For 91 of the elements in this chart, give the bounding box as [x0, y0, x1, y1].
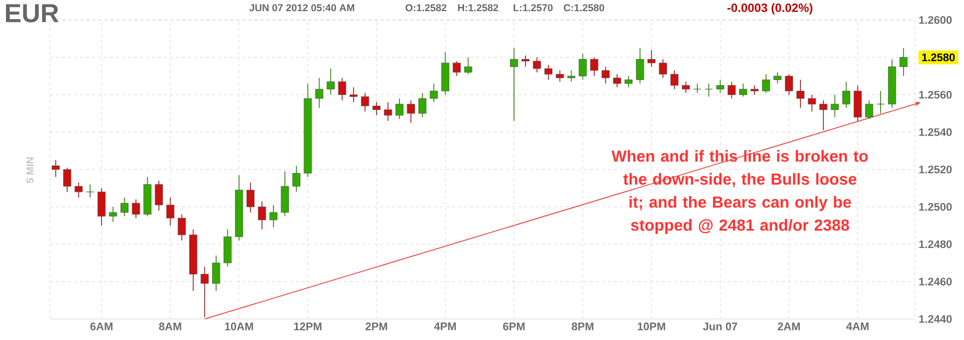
candlestick — [670, 70, 678, 90]
x-tick-label: 10AM — [225, 322, 253, 330]
candlestick — [728, 81, 736, 99]
candlestick — [762, 74, 770, 94]
candlestick — [246, 182, 254, 213]
candlestick — [120, 197, 128, 217]
text: L:1.2570 — [514, 4, 553, 12]
candlestick — [658, 58, 667, 78]
candlestick — [521, 55, 530, 68]
x-tick-label: 6PM — [503, 322, 525, 330]
x-tick-label: 8AM — [159, 322, 182, 330]
candlestick — [819, 100, 828, 131]
candlestick — [63, 167, 72, 192]
x-tick-label: 8PM — [572, 322, 594, 330]
candlestick — [166, 197, 174, 226]
candlestick — [406, 100, 415, 124]
candlestick — [430, 83, 438, 103]
candlestick — [556, 70, 564, 82]
x-tick-label: 2PM — [366, 322, 388, 330]
x-tick-label: 4PM — [434, 322, 456, 330]
text: C:1.2580 — [564, 4, 604, 12]
candlestick — [326, 68, 335, 96]
candlestick — [418, 92, 426, 118]
candlestick — [384, 102, 392, 122]
x-tick-label: 12PM — [294, 322, 322, 330]
y-tick-label: 1.2460 — [919, 278, 952, 286]
text: O:1.2582 — [406, 4, 446, 12]
candlestick — [292, 165, 300, 192]
candlestick — [613, 74, 622, 88]
y-tick-label: 1.2580 — [922, 53, 955, 62]
candlestick — [52, 160, 60, 178]
candlestick — [808, 94, 816, 112]
candlestick — [109, 206, 118, 222]
y-tick-label: 1.2440 — [919, 315, 952, 323]
candlestick — [842, 81, 850, 108]
candlestick — [338, 78, 346, 101]
candlestick — [716, 79, 724, 94]
candlestick — [315, 78, 324, 108]
candlestick — [452, 60, 461, 76]
candlestick — [693, 83, 702, 94]
candlestick — [876, 90, 885, 114]
candlestick — [865, 100, 874, 120]
x-tick-label: 4AM — [846, 322, 869, 330]
candlestick — [258, 200, 266, 230]
candlestick — [648, 49, 656, 68]
x-tick-label: Jun 07 — [702, 322, 738, 330]
y-tick-label: 1.2540 — [919, 128, 952, 136]
text: -0.0003 (0.02%) — [727, 3, 812, 14]
candlestick — [74, 182, 83, 198]
candlestick — [361, 92, 370, 112]
y-tick-label: 1.2520 — [919, 166, 952, 174]
candlestick — [212, 255, 220, 292]
candlestick — [624, 76, 633, 88]
x-tick-label: 2AM — [778, 322, 800, 330]
text: H:1.2582 — [458, 4, 498, 12]
candlestick — [178, 214, 186, 241]
candlestick — [350, 86, 358, 103]
candlestick — [154, 180, 163, 211]
y-tick-label: 1.2600 — [919, 16, 952, 24]
candlestick — [464, 56, 472, 75]
y-tick-label: 1.2500 — [919, 202, 952, 211]
candlestick — [590, 56, 598, 76]
x-tick-label: 10PM — [638, 322, 666, 330]
candlestick — [739, 83, 748, 98]
y-axis-title: 5 MIN — [26, 157, 34, 184]
candlestick — [510, 48, 518, 122]
candlestick — [395, 98, 404, 120]
candlestick — [784, 74, 793, 96]
chart-title: EUR — [6, 4, 59, 22]
candlestick — [602, 66, 610, 84]
candlestick — [567, 70, 576, 82]
candlestick — [532, 56, 541, 73]
candlestick — [200, 266, 209, 318]
candlestick — [636, 48, 644, 84]
candlestick — [86, 184, 94, 198]
candlestick — [372, 102, 381, 116]
candlestick — [900, 48, 908, 76]
candlestick — [750, 85, 759, 96]
chart-subtitle: JUN 07 2012 05:40 AM — [249, 4, 354, 12]
candlestick — [269, 204, 278, 228]
candlestick — [578, 53, 587, 80]
candlestick — [132, 198, 140, 218]
candlestick — [544, 64, 552, 80]
candlestick — [704, 83, 713, 98]
candlestick — [682, 81, 690, 94]
y-tick-label: 1.2480 — [919, 240, 952, 248]
candlestick — [774, 72, 782, 84]
candlestick — [830, 94, 839, 118]
y-tick-label: 1.2560 — [919, 90, 952, 99]
candlestick — [796, 79, 804, 108]
x-tick-label: 6AM — [90, 322, 112, 330]
